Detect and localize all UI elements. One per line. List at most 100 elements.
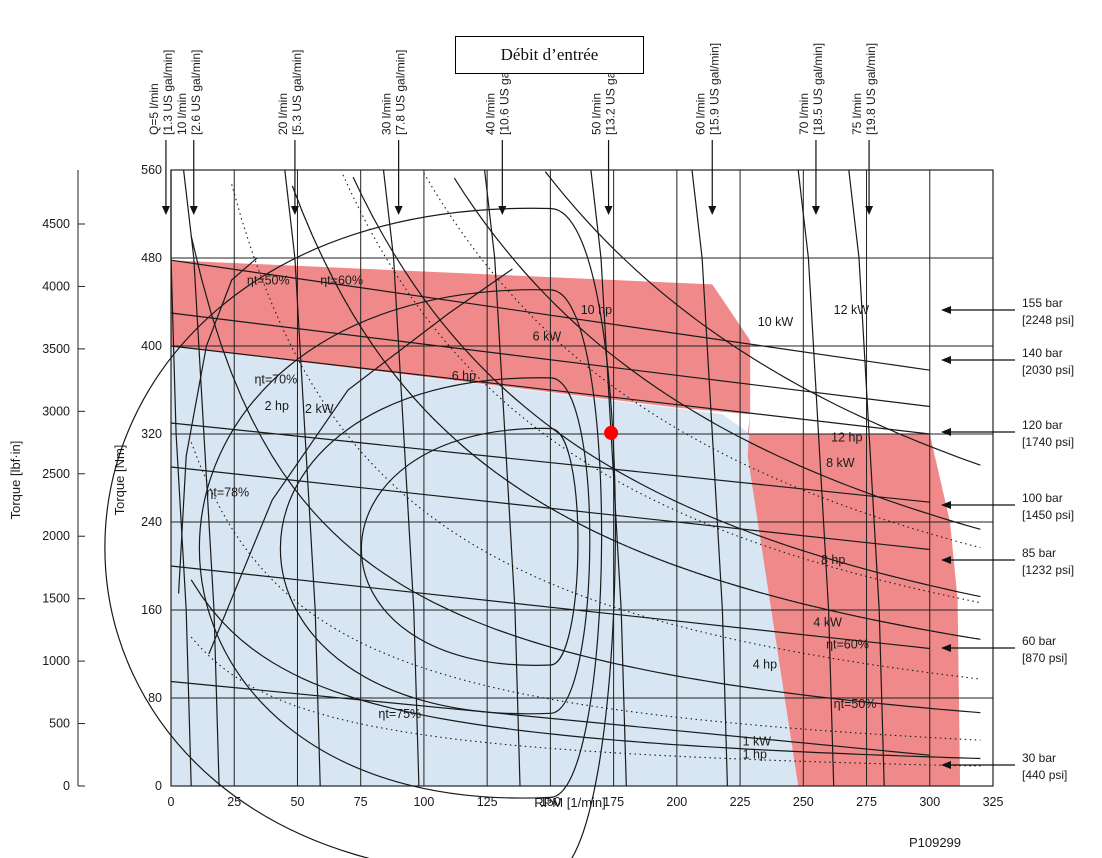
annotation-20: 1 hp	[743, 748, 767, 762]
power-6kw	[352, 176, 981, 598]
y2-tick-2500: 2500	[42, 467, 70, 481]
x-tick-275: 275	[856, 795, 877, 809]
flow-line-4	[484, 169, 521, 787]
y-tick-0: 0	[155, 779, 162, 793]
x-axis-label: RPM [1/min]	[534, 795, 606, 810]
flow-lines: Q=5 l/min [1.3 US gal/min] 10 l/min [2.6 US…	[147, 43, 885, 787]
flow-label-sub-3: [7.8 US gal/min]	[394, 50, 408, 135]
pressure-arrow-3	[941, 501, 951, 509]
inlet-flow-callout: Débit d’entrée	[455, 36, 644, 74]
y-axis-label: Torque [Nm]	[112, 445, 127, 516]
x-tick-150: 150	[540, 795, 561, 809]
y2-tick-0: 0	[63, 779, 70, 793]
flow-label-sub-2: [5.3 US gal/min]	[290, 50, 304, 135]
pressure-line-0	[170, 259, 930, 371]
eff-island-2	[280, 377, 591, 715]
y-tick-160: 160	[141, 603, 162, 617]
flow-label-main-8: 75 l/min	[850, 93, 864, 135]
y2-tick-1500: 1500	[42, 592, 70, 606]
eff-island-3	[199, 289, 603, 799]
annotation-10: 12 hp	[831, 431, 862, 445]
annotation-16: 4 hp	[753, 657, 777, 671]
flow-label-8: 75 l/min [19.8 US gal/min]	[850, 43, 878, 135]
pressure-label-sub-4: [1232 psi]	[1022, 563, 1074, 577]
flow-label-sub-1: [2.6 US gal/min]	[189, 50, 203, 135]
y2-tick-1000: 1000	[42, 654, 70, 668]
annotation-3: 10 hp	[581, 303, 612, 317]
power-10kw	[544, 171, 981, 466]
y2-tick-4500: 4500	[42, 217, 70, 231]
pressure-arrow-4	[941, 556, 951, 564]
flow-label-main-1: 10 l/min	[175, 93, 189, 135]
tick-labels: 0 25 50 75 100 125 150 175 200 225 250 275 300 325 0 80…	[42, 163, 1003, 809]
x-tick-175: 175	[603, 795, 624, 809]
y2-tick-4000: 4000	[42, 279, 70, 293]
annotation-14: 4 kW	[813, 616, 842, 630]
annotation-4: 10 kW	[758, 315, 794, 329]
annotation-8: 2 hp	[265, 399, 289, 413]
pressure-label-1: 140 bar	[1022, 346, 1063, 360]
operating-point-marker	[604, 425, 619, 440]
pressure-label-2: 120 bar	[1022, 418, 1063, 432]
curves-layer	[104, 171, 981, 858]
y-tick-560: 560	[141, 163, 162, 177]
pressure-label-6: 30 bar	[1022, 751, 1056, 765]
flow-label-sub-6: [15.9 US gal/min]	[707, 43, 721, 135]
y-tick-240: 240	[141, 515, 162, 529]
flow-label-7: 70 l/min [18.5 US gal/min]	[797, 43, 825, 135]
annotation-2: 6 kW	[533, 330, 562, 344]
x-tick-50: 50	[291, 795, 305, 809]
pressure-arrow-0	[941, 306, 951, 314]
intermittent-zone-top	[171, 260, 751, 415]
annotation-5: 12 kW	[834, 303, 870, 317]
pressure-lines: 155 bar [2248 psi] 140 bar [2030 psi] 120 ba…	[170, 259, 1074, 782]
flow-arrow-1	[189, 206, 198, 215]
pressure-arrow-1	[941, 356, 951, 364]
annotation-9: 2 kW	[305, 402, 334, 416]
pressure-line-2	[170, 345, 930, 435]
pressure-arrow-5	[941, 644, 951, 652]
flow-arrow-4	[498, 206, 507, 215]
flow-line-1	[183, 169, 220, 787]
operating-zones	[171, 260, 961, 786]
x-tick-225: 225	[730, 795, 751, 809]
power-1hp	[190, 636, 981, 767]
y2-axis-label: Torque [lbf·in]	[8, 441, 23, 520]
pressure-label-0: 155 bar	[1022, 296, 1063, 310]
x-tick-250: 250	[793, 795, 814, 809]
pressure-line-6	[170, 680, 930, 756]
flow-label-main-2: 20 l/min	[276, 93, 290, 135]
flow-arrow-0	[161, 206, 170, 215]
pressure-arrow-2	[941, 428, 951, 436]
flow-arrow-5	[604, 206, 613, 215]
flow-label-0: Q=5 l/min [1.3 US gal/min]	[147, 50, 175, 135]
flow-arrow-8	[865, 206, 874, 215]
flow-label-2: 20 l/min [5.3 US gal/min]	[276, 50, 304, 135]
pressure-line-1	[170, 312, 930, 408]
annotation-17: ηt=50%	[834, 697, 877, 711]
flow-arrow-7	[811, 206, 820, 215]
pressure-label-sub-6: [440 psi]	[1022, 768, 1067, 782]
x-tick-300: 300	[919, 795, 940, 809]
figure-code: P109299	[909, 835, 961, 850]
flow-label-3: 30 l/min [7.8 US gal/min]	[380, 50, 408, 135]
pressure-label-sub-0: [2248 psi]	[1022, 313, 1074, 327]
x-tick-25: 25	[227, 795, 241, 809]
pressure-label-5: 60 bar	[1022, 634, 1056, 648]
pressure-label-sub-1: [2030 psi]	[1022, 363, 1074, 377]
annotation-0: ηt=50%	[247, 273, 290, 287]
flow-label-main-5: 50 l/min	[590, 93, 604, 135]
flow-label-main-4: 40 l/min	[483, 93, 497, 135]
y-tick-400: 400	[141, 339, 162, 353]
pressure-label-sub-2: [1740 psi]	[1022, 435, 1074, 449]
x-tick-100: 100	[413, 795, 434, 809]
pressure-label-4: 85 bar	[1022, 546, 1056, 560]
y2-tick-2000: 2000	[42, 529, 70, 543]
power-2hp	[190, 442, 981, 741]
pressure-line-4	[170, 466, 930, 551]
pressure-label-3: 100 bar	[1022, 491, 1063, 505]
flow-line-0	[170, 170, 192, 787]
axis-titles: RPM [1/min] Torque [Nm] Torque [lbf·in] …	[8, 441, 961, 850]
pressure-line-5	[170, 565, 930, 650]
